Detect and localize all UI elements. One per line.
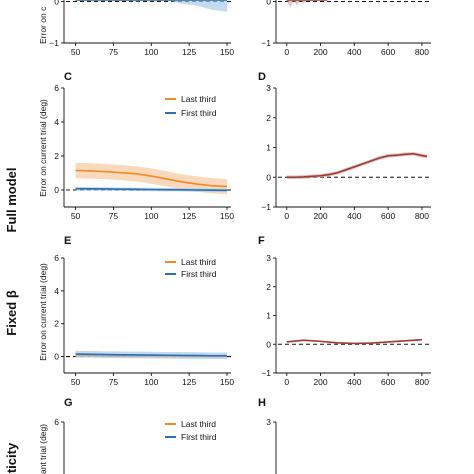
- y-axis-label-e: Error on current trial (deg): [38, 263, 48, 361]
- x-tick-label: 75: [109, 211, 119, 221]
- panel-top-right: 0 −1 0 200 400 600 800: [261, 0, 431, 57]
- y-tick-label: 0: [266, 172, 271, 182]
- x-tick-label: 200: [313, 47, 327, 57]
- x-tick-label: 100: [144, 47, 158, 57]
- x-tick-label: 100: [144, 377, 158, 387]
- y-tick-label: 4: [54, 286, 59, 296]
- x-tick-label: 600: [381, 377, 395, 387]
- y-axis-label-bottom-fragment: ant trial (deg): [38, 424, 48, 474]
- series-line-long: [286, 338, 422, 345]
- x-tick-label: 75: [109, 47, 119, 57]
- y-tick-label: 6: [54, 83, 59, 93]
- series-band-last: [75, 162, 227, 195]
- legend-g: Last third First third: [165, 419, 217, 442]
- legend-label-first: First third: [181, 108, 217, 118]
- x-tick-label: 400: [347, 211, 361, 221]
- row-label-full-model: Full model: [4, 168, 19, 233]
- y-tick-label: 0: [54, 185, 59, 195]
- panel-g: 6: [54, 417, 65, 474]
- y-tick-label: 1: [266, 143, 271, 153]
- x-tick-label: 0: [284, 47, 289, 57]
- panel-letter-h: H: [258, 397, 266, 409]
- y-tick-label: −1: [261, 368, 271, 378]
- x-tick-label: 400: [347, 377, 361, 387]
- panel-e: 6 4 2 0 50 75 100 125 150: [54, 253, 234, 387]
- panel-h: 3: [266, 417, 277, 474]
- x-tick-label: 600: [381, 211, 395, 221]
- x-tick-label: 150: [220, 377, 234, 387]
- legend-label-first: First third: [181, 432, 217, 442]
- x-tick-label: 0: [284, 377, 289, 387]
- panel-f: 3 2 1 0 −1 0 200 400 600 800: [261, 253, 431, 387]
- y-tick-label: 0: [266, 0, 271, 7]
- panel-letter-f: F: [258, 235, 265, 247]
- y-tick-label: 2: [266, 282, 271, 292]
- row-label-cut: ticity: [4, 442, 19, 473]
- row-label-fixed-beta: Fixed β: [4, 290, 19, 336]
- x-tick-label: 800: [415, 211, 429, 221]
- x-tick-label: 125: [182, 377, 196, 387]
- panel-letter-d: D: [258, 71, 266, 83]
- x-tick-label: 200: [313, 377, 327, 387]
- x-tick-label: 150: [220, 211, 234, 221]
- x-tick-label: 50: [71, 211, 81, 221]
- legend-label-last: Last third: [181, 94, 216, 104]
- series-band-long: [286, 0, 328, 8]
- y-tick-label: 1: [266, 311, 271, 321]
- series-line-first: [75, 353, 227, 357]
- y-tick-label: 4: [54, 117, 59, 127]
- x-tick-label: 125: [182, 211, 196, 221]
- x-tick-label: 400: [347, 47, 361, 57]
- y-axis-label-top-fragment: Error on c: [38, 6, 48, 44]
- y-tick-label: 0: [54, 0, 59, 7]
- x-tick-label: 50: [71, 47, 81, 57]
- series-line-long: [286, 152, 428, 179]
- y-tick-label: 2: [54, 151, 59, 161]
- legend-c: Last third First third: [165, 94, 217, 118]
- y-tick-label: 2: [54, 319, 59, 329]
- series-line-last: [75, 169, 228, 188]
- x-tick-label: 0: [284, 211, 289, 221]
- x-tick-label: 800: [415, 47, 429, 57]
- y-axis-label-c: Error on current trial (deg): [38, 99, 48, 197]
- x-tick-label: 200: [313, 211, 327, 221]
- x-tick-label: 50: [71, 377, 81, 387]
- y-tick-label: −1: [261, 202, 271, 212]
- legend-e: Last third First third: [165, 257, 217, 279]
- y-tick-label: −1: [261, 38, 271, 48]
- y-tick-label: 0: [54, 352, 59, 362]
- y-tick-label: 6: [54, 253, 59, 263]
- y-tick-label: 3: [266, 83, 271, 93]
- series-band-first: [75, 0, 227, 12]
- panel-letter-c: C: [64, 71, 72, 83]
- panel-letter-g: G: [64, 397, 73, 409]
- panel-c: 6 4 2 0 50 75 100 125 150: [54, 83, 234, 221]
- x-tick-label: 100: [144, 211, 158, 221]
- x-tick-label: 125: [182, 47, 196, 57]
- legend-label-last: Last third: [181, 419, 216, 429]
- y-tick-label: 0: [266, 339, 271, 349]
- y-tick-label: 3: [266, 417, 271, 427]
- legend-label-first: First third: [181, 269, 217, 279]
- y-tick-label: 3: [266, 253, 271, 263]
- x-tick-label: 75: [109, 377, 119, 387]
- y-tick-label: −1: [49, 38, 59, 48]
- x-tick-label: 800: [415, 377, 429, 387]
- panel-d: 3 2 1 0 −1 0 200 400 600 800: [261, 83, 431, 221]
- y-tick-label: 6: [54, 417, 59, 427]
- y-tick-label: 2: [266, 113, 271, 123]
- x-tick-label: 150: [220, 47, 234, 57]
- series-line-first: [75, 187, 228, 192]
- legend-label-last: Last third: [181, 257, 216, 267]
- panel-letter-e: E: [64, 235, 71, 247]
- x-tick-label: 600: [381, 47, 395, 57]
- panel-top-left: 0 −1 50 75 100 125 150: [49, 0, 234, 57]
